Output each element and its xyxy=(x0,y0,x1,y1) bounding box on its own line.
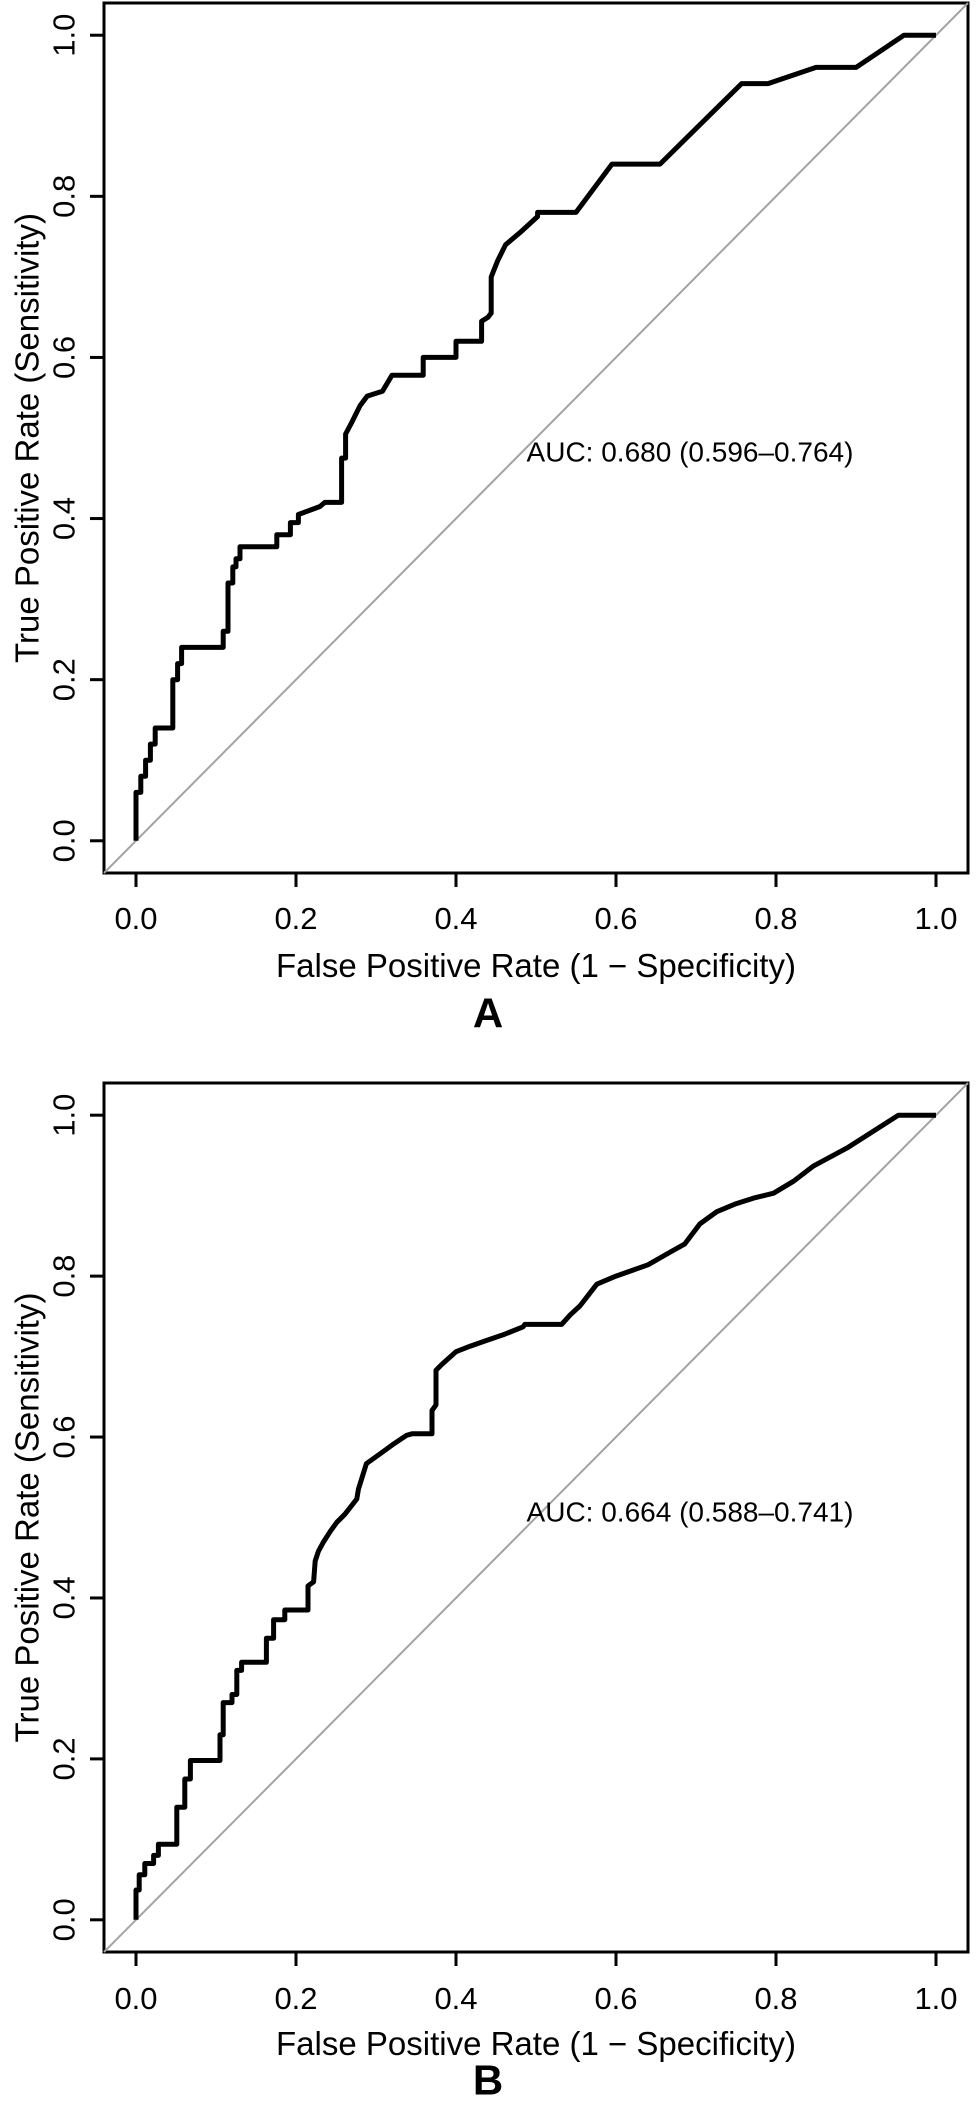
x-axis-tick-label: 1.0 xyxy=(914,1981,957,2016)
roc-chart-b: 0.0 0.2 0.4 0.6 0.8 1.0 0.0 0.2 0.4 0.6 0.8 1.0 AUC:… xyxy=(9,1081,970,2102)
roc-curve xyxy=(133,32,936,841)
x-axis-tick-label: 0.6 xyxy=(594,1981,637,2016)
y-axis-tick-label: 0.6 xyxy=(47,336,82,379)
y-axis-tick-label: 0.8 xyxy=(47,1255,82,1298)
x-axis-title: False Positive Rate (1 − Specificity) xyxy=(276,947,796,984)
panel-letter: B xyxy=(473,2057,503,2102)
y-axis-tick-label: 0.4 xyxy=(47,497,82,540)
auc-annotation: AUC: 0.680 (0.596–0.764) xyxy=(527,437,854,468)
y-axis-tick-label: 1.0 xyxy=(47,14,82,57)
y-axis-title: True Positive Rate (Sensitivity) xyxy=(9,213,46,663)
x-axis-tick-label: 1.0 xyxy=(914,901,957,936)
x-axis-tick-label: 0.2 xyxy=(274,901,317,936)
x-axis-tick-label: 0.2 xyxy=(274,1981,317,2016)
panel-a: 0.0 0.2 0.4 0.6 0.8 1.0 0.0 0.2 0.4 0.6 0.8 1.0 AUC:… xyxy=(9,1,970,1037)
x-axis-tick-label: 0.4 xyxy=(434,901,477,936)
y-axis-tick-label: 0.8 xyxy=(47,175,82,218)
roc-chart-a: 0.0 0.2 0.4 0.6 0.8 1.0 0.0 0.2 0.4 0.6 0.8 1.0 AUC:… xyxy=(9,1,970,1037)
y-axis-tick-label: 0.0 xyxy=(47,819,82,862)
y-axis-tick-label: 0.6 xyxy=(47,1415,82,1458)
y-axis-title: True Positive Rate (Sensitivity) xyxy=(9,1293,46,1743)
roc-curve xyxy=(133,1112,936,1920)
x-axis-tick-label: 0.8 xyxy=(754,901,797,936)
x-axis-tick-label: 0.0 xyxy=(114,1981,157,2016)
auc-annotation: AUC: 0.664 (0.588–0.741) xyxy=(527,1497,854,1528)
x-axis-tick-label: 0.6 xyxy=(594,901,637,936)
reference-diagonal-line xyxy=(103,2,969,874)
y-axis-tick-label: 0.4 xyxy=(47,1576,82,1619)
y-axis-tick-label: 0.2 xyxy=(47,658,82,701)
y-axis-tick-label: 1.0 xyxy=(47,1094,82,1137)
x-axis-tick-label: 0.0 xyxy=(114,901,157,936)
panel-b: 0.0 0.2 0.4 0.6 0.8 1.0 0.0 0.2 0.4 0.6 0.8 1.0 AUC:… xyxy=(0,1051,977,2102)
reference-diagonal-line xyxy=(103,1082,969,1953)
x-axis-tick-label: 0.8 xyxy=(754,1981,797,2016)
panel-letter: A xyxy=(473,990,503,1037)
plot-box xyxy=(102,1,970,875)
x-axis-title: False Positive Rate (1 − Specificity) xyxy=(276,2025,796,2062)
x-axis-tick-label: 0.4 xyxy=(434,1981,477,2016)
plot-box xyxy=(102,1081,970,1954)
y-axis-tick-label: 0.0 xyxy=(47,1898,82,1941)
y-axis-tick-label: 0.2 xyxy=(47,1737,82,1780)
